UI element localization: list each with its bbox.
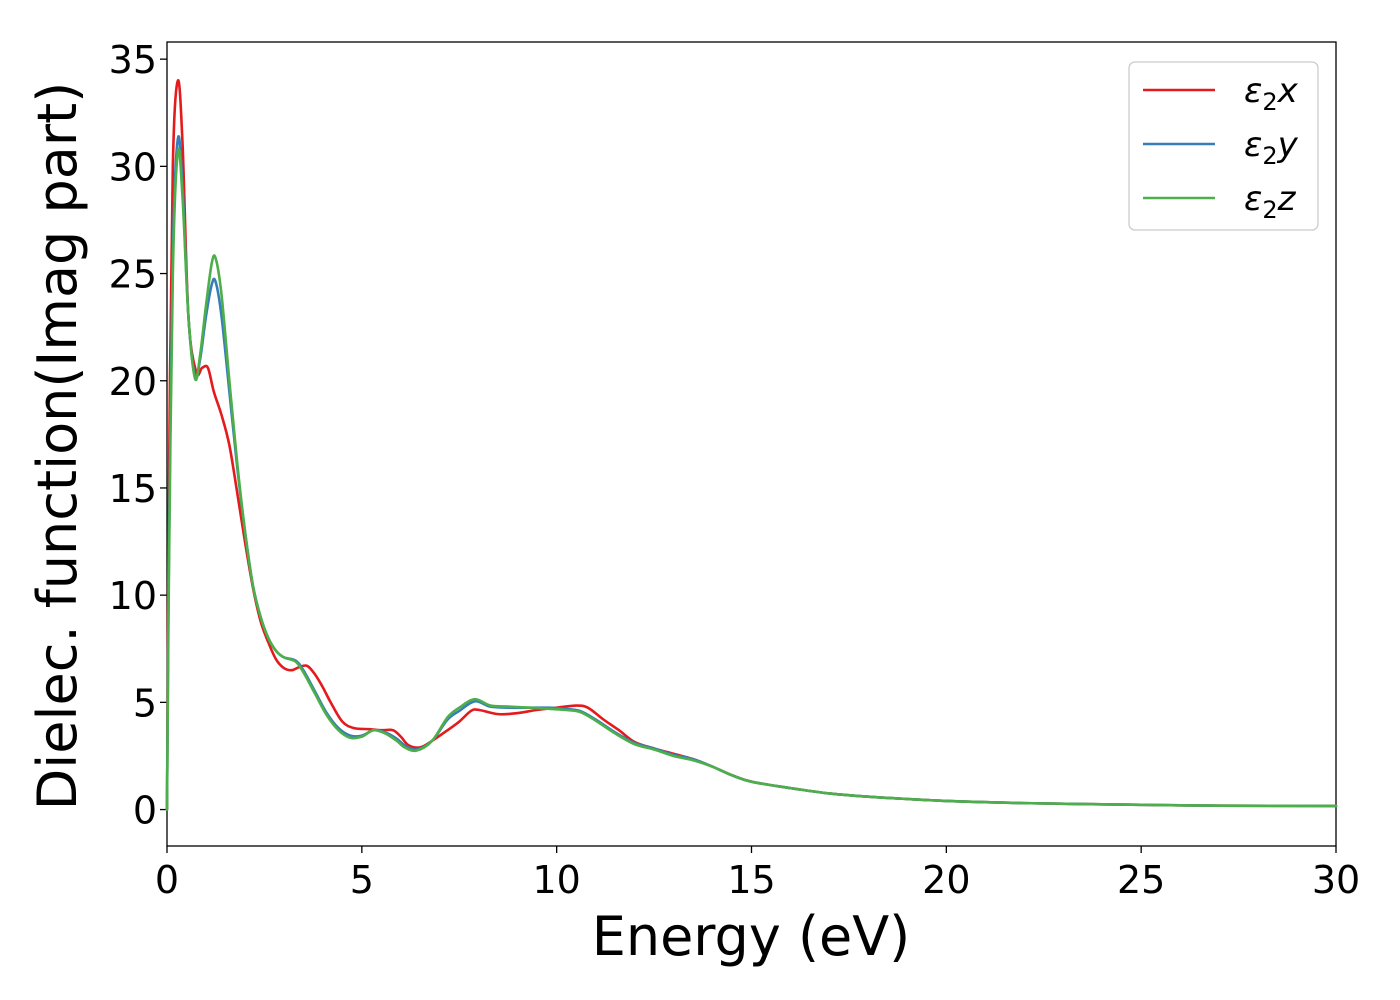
- x-tick-label: 10: [532, 858, 580, 902]
- y-axis-ticks: 0 5 10 15 20 25 30 35: [109, 38, 167, 833]
- x-tick-label: 20: [922, 858, 970, 902]
- y-tick-label: 15: [109, 467, 157, 511]
- legend-box: [1128, 61, 1319, 231]
- legend-items: ε2x ε2y ε2z: [1143, 71, 1299, 224]
- legend: ε2x ε2y ε2z: [1128, 61, 1319, 231]
- y-tick-label: 10: [109, 574, 157, 618]
- x-axis-title: Energy (eV): [592, 905, 911, 968]
- y-tick-label: 35: [109, 38, 157, 82]
- legend-label-y: ε2y: [1244, 125, 1299, 170]
- x-tick-label: 25: [1117, 858, 1165, 902]
- legend-label-z: ε2z: [1244, 179, 1297, 224]
- y-axis-title: Dielec. function(Imag part): [26, 82, 89, 811]
- x-tick-label: 30: [1312, 858, 1360, 902]
- y-tick-label: 0: [133, 789, 157, 833]
- legend-label-x: ε2x: [1244, 71, 1299, 116]
- x-axis-ticks: 0 5 10 15 20 25 30: [155, 846, 1360, 902]
- x-tick-label: 5: [350, 858, 374, 902]
- x-tick-label: 15: [727, 858, 775, 902]
- series-line-y: [165, 135, 1338, 811]
- series-line-z: [165, 147, 1338, 811]
- y-tick-label: 5: [133, 681, 157, 725]
- y-tick-label: 20: [109, 360, 157, 404]
- y-tick-label: 30: [109, 145, 157, 189]
- y-tick-label: 25: [109, 253, 157, 297]
- x-tick-label: 0: [155, 858, 179, 902]
- series-lines: [165, 79, 1338, 811]
